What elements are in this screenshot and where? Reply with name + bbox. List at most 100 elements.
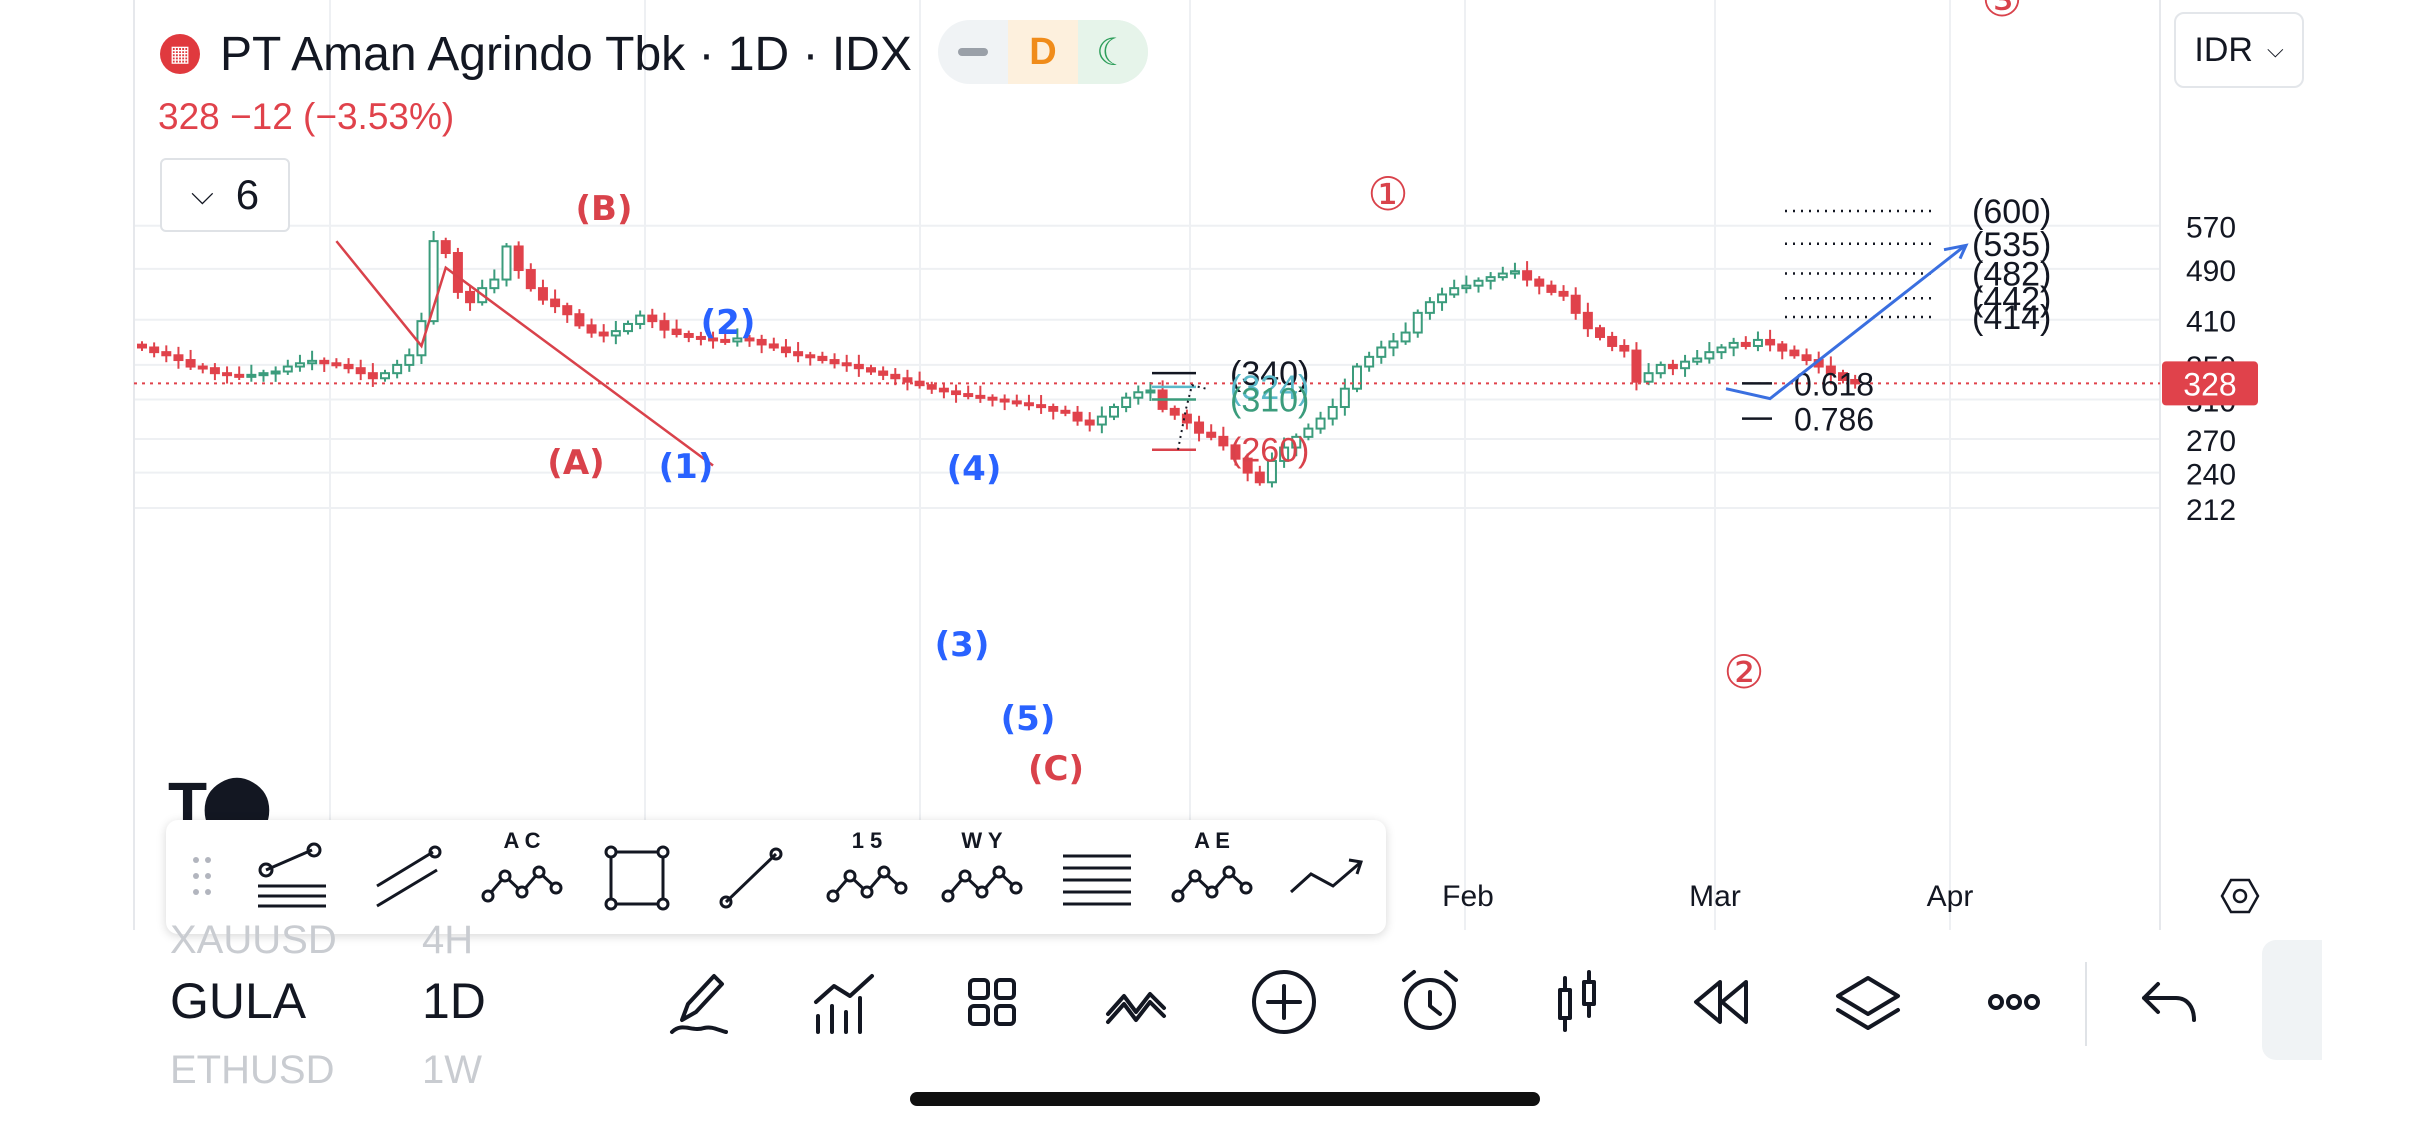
candle-down — [866, 367, 876, 373]
abcd-pattern-icon[interactable]: A C — [481, 828, 563, 903]
layers-icon[interactable] — [1836, 976, 1900, 1030]
candle-down — [1011, 400, 1022, 405]
candle-up — [1303, 427, 1314, 438]
fib-retracement-icon[interactable] — [258, 842, 326, 908]
rectangle-icon[interactable] — [604, 845, 670, 911]
replay-icon[interactable] — [1694, 980, 1748, 1024]
handle — [306, 842, 322, 858]
side-panel-handle[interactable] — [2262, 940, 2322, 1060]
candle-down — [647, 314, 658, 323]
candle-down — [805, 354, 816, 359]
impulse-wave-icon[interactable]: 1 5 — [826, 828, 908, 903]
candle-down — [1206, 431, 1217, 438]
candle-down — [829, 359, 840, 365]
timeframe-picker[interactable]: 1D — [422, 973, 486, 1029]
indicators-shape — [814, 974, 874, 1034]
candle-down — [137, 343, 147, 349]
triangle-pattern-icon[interactable]: A E — [1171, 828, 1253, 903]
time-axis: Feb Mar Apr — [1442, 878, 2260, 914]
candle-down — [987, 396, 998, 401]
handle — [894, 881, 908, 895]
candle-up — [258, 372, 269, 377]
candle-up — [1339, 387, 1350, 408]
alert-icon[interactable] — [1402, 970, 1458, 1030]
symbol-picker[interactable]: GULA — [170, 973, 307, 1029]
handle — [1188, 869, 1202, 883]
candle-up — [1509, 270, 1520, 275]
time-tick-label: Feb — [1442, 880, 1494, 913]
chart-title[interactable]: PT Aman Agrindo Tbk · 1D · IDX — [220, 27, 912, 81]
pencil-icon[interactable] — [670, 974, 728, 1034]
candles-icon[interactable] — [1558, 970, 1596, 1032]
candle-down — [209, 367, 220, 375]
handle — [992, 865, 1006, 879]
candle-up — [623, 322, 633, 333]
candle-up — [1424, 301, 1435, 314]
more-dot — [2024, 994, 2040, 1010]
projection-arrow-icon[interactable] — [1289, 858, 1363, 894]
candle-up — [489, 278, 500, 290]
candle-up — [416, 320, 427, 357]
candle-down — [975, 394, 986, 399]
target-label: (535) — [1972, 226, 2051, 264]
more-icon[interactable] — [1988, 994, 2040, 1010]
candle-up — [1461, 284, 1472, 290]
candle-up — [1643, 372, 1654, 383]
candle-down — [1777, 343, 1788, 352]
fib-level-label: 0.786 — [1794, 402, 1874, 438]
candle-up — [1400, 331, 1411, 343]
candle-down — [452, 252, 463, 293]
indicators-toggle[interactable]: ⌵ 6 — [160, 158, 290, 232]
ghost-symbol-below: ETHUSD — [170, 1048, 335, 1092]
price-tick-label: 240 — [2186, 459, 2236, 492]
currency-selector[interactable]: IDR ⌵ — [2174, 12, 2304, 88]
arrow-head — [1348, 858, 1363, 875]
candle-down — [550, 298, 561, 308]
wave-label: (A) — [547, 443, 604, 483]
grid-cell — [968, 1004, 990, 1026]
settings-hex-icon[interactable] — [2220, 878, 2260, 914]
candle-down — [1254, 471, 1265, 484]
wave-label: (B) — [576, 189, 633, 229]
target-label: (414) — [1972, 299, 2051, 337]
candle-up — [1352, 365, 1362, 390]
parallel-channel-icon[interactable] — [376, 845, 442, 908]
wxy-wave-icon[interactable]: W Y — [941, 828, 1023, 903]
grid-cell — [994, 978, 1016, 1000]
candle-down — [744, 337, 755, 342]
candle-down — [355, 367, 366, 375]
candle-up — [294, 362, 305, 368]
fib-fan-icon[interactable] — [1063, 854, 1131, 906]
session-indicator[interactable]: D ☾ — [938, 20, 1148, 84]
candle-down — [1072, 411, 1083, 422]
ghost-tf-above: 4H — [422, 918, 474, 962]
candle-down — [817, 355, 828, 362]
indicators-icon[interactable] — [814, 974, 874, 1034]
handle — [258, 862, 274, 878]
currency-label: IDR — [2194, 30, 2253, 69]
tool-label: 1 5 — [852, 828, 883, 853]
add-icon[interactable] — [1252, 970, 1316, 1034]
candle-down — [1558, 290, 1569, 297]
candle-up — [1473, 279, 1484, 287]
price-tick-label: 410 — [2186, 306, 2236, 339]
candle-down — [963, 393, 974, 398]
candle-down — [1607, 335, 1618, 347]
candle-up — [1752, 338, 1763, 347]
candle-down — [1023, 402, 1034, 407]
candle-up — [1315, 417, 1326, 430]
handle — [860, 885, 874, 899]
drag-dot — [193, 873, 199, 879]
handle — [428, 845, 442, 859]
candle-up — [380, 372, 390, 380]
candle-down — [1036, 404, 1047, 409]
handle — [515, 885, 529, 899]
candle-up — [1145, 389, 1156, 394]
trendline-icon[interactable] — [719, 847, 783, 909]
candle-up — [270, 370, 281, 375]
undo-icon[interactable] — [2142, 982, 2196, 1022]
templates-icon[interactable] — [1106, 992, 1166, 1024]
candle-down — [185, 359, 196, 368]
grid-layout-icon[interactable] — [968, 978, 1016, 1026]
